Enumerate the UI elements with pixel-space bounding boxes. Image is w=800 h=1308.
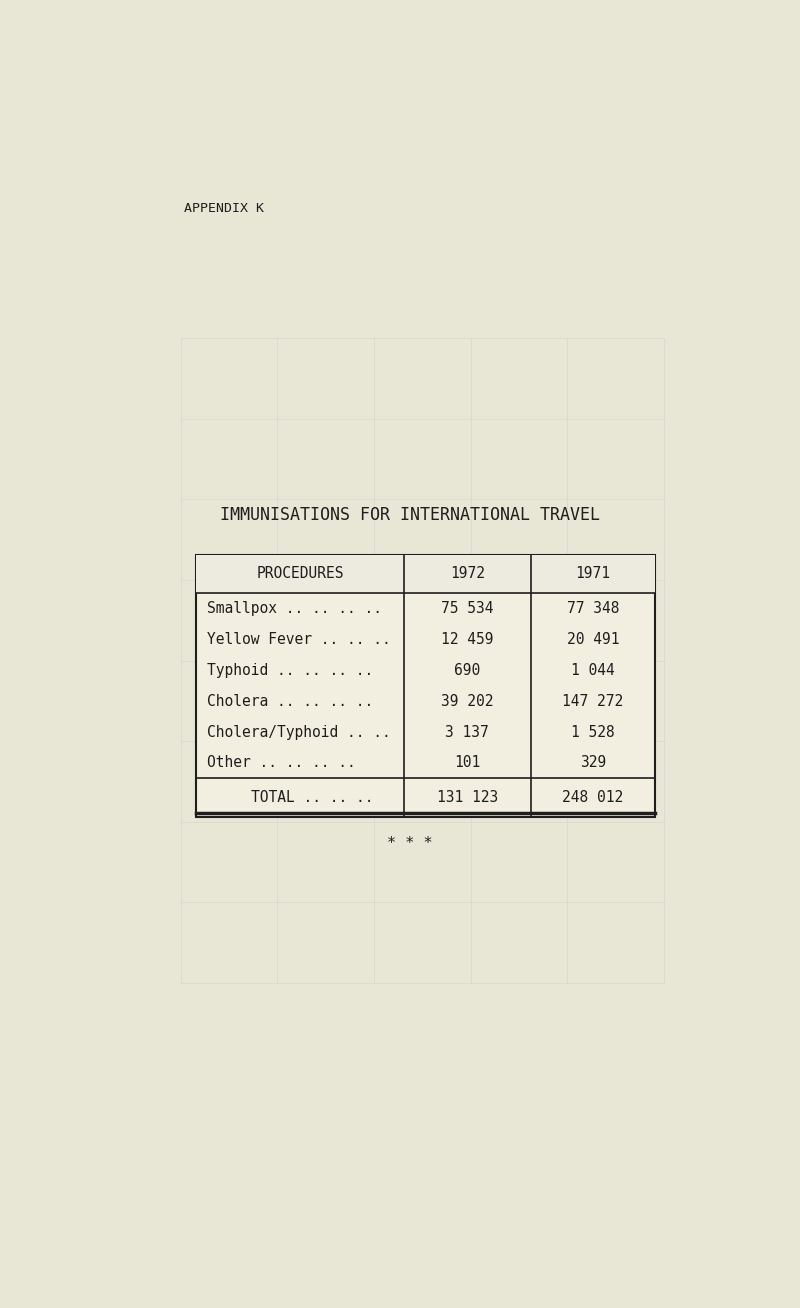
Text: 75 534: 75 534: [441, 600, 494, 616]
Bar: [196, 555, 655, 593]
Text: PROCEDURES: PROCEDURES: [256, 566, 344, 582]
Text: 77 348: 77 348: [566, 600, 619, 616]
Text: 147 272: 147 272: [562, 693, 623, 709]
Text: Cholera/Typhoid .. ..: Cholera/Typhoid .. ..: [207, 725, 391, 739]
Text: Cholera .. .. .. ..: Cholera .. .. .. ..: [207, 693, 374, 709]
Text: Other .. .. .. ..: Other .. .. .. ..: [207, 756, 356, 770]
Text: TOTAL .. .. ..: TOTAL .. .. ..: [251, 790, 374, 804]
Text: 690: 690: [454, 663, 481, 678]
Text: APPENDIX K: APPENDIX K: [184, 203, 264, 216]
Text: 3 137: 3 137: [446, 725, 490, 739]
Text: 1971: 1971: [575, 566, 610, 582]
Text: 248 012: 248 012: [562, 790, 623, 804]
Text: 39 202: 39 202: [441, 693, 494, 709]
Text: IMMUNISATIONS FOR INTERNATIONAL TRAVEL: IMMUNISATIONS FOR INTERNATIONAL TRAVEL: [220, 505, 600, 523]
Text: 329: 329: [580, 756, 606, 770]
Text: 20 491: 20 491: [566, 632, 619, 647]
Text: * * *: * * *: [387, 836, 433, 852]
Text: 1 528: 1 528: [571, 725, 614, 739]
Text: 1 044: 1 044: [571, 663, 614, 678]
Text: 101: 101: [454, 756, 481, 770]
Text: Yellow Fever .. .. ..: Yellow Fever .. .. ..: [207, 632, 391, 647]
Bar: [196, 555, 655, 816]
Text: Smallpox .. .. .. ..: Smallpox .. .. .. ..: [207, 600, 382, 616]
Text: Typhoid .. .. .. ..: Typhoid .. .. .. ..: [207, 663, 374, 678]
Text: 131 123: 131 123: [437, 790, 498, 804]
Text: 12 459: 12 459: [441, 632, 494, 647]
Text: 1972: 1972: [450, 566, 485, 582]
